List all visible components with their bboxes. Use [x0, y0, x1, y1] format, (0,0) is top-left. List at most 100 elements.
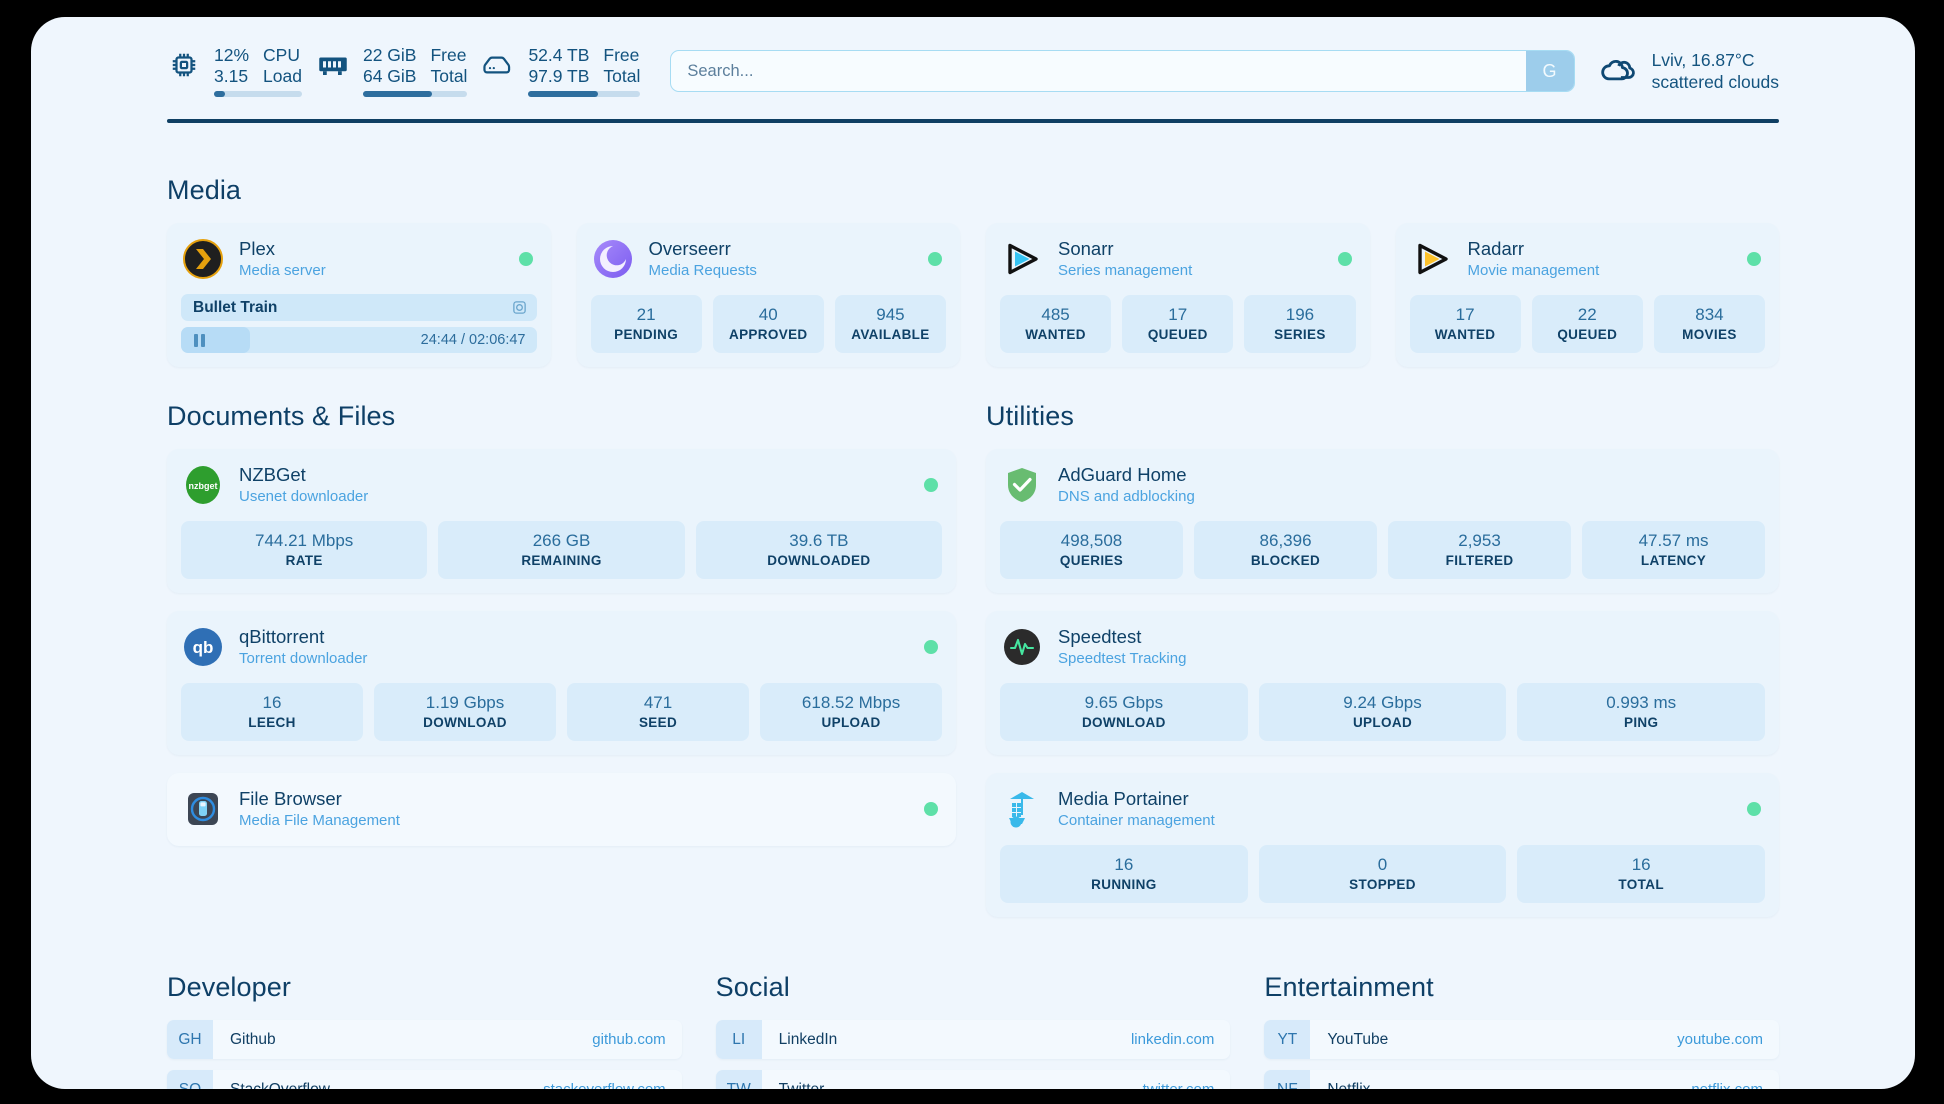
radarr-names: Radarr Movie management	[1468, 238, 1600, 280]
adguard-shield-icon	[1000, 463, 1044, 507]
stat-label: DOWNLOADED	[767, 553, 871, 568]
file-browser-status-dot	[924, 802, 939, 816]
stat-value: 9.24 Gbps	[1343, 693, 1422, 712]
weather-widget[interactable]: Lviv, 16.87°C scattered clouds	[1597, 49, 1779, 93]
service-card-speedtest[interactable]: Speedtest Speedtest Tracking 9.65 Gbps D…	[986, 611, 1779, 755]
plex-progress-bar[interactable]: 24:44 / 02:06:47	[181, 327, 537, 353]
weather-condition: scattered clouds	[1651, 72, 1779, 92]
stat-value: 0.993 ms	[1606, 693, 1677, 712]
stat-label: FILTERED	[1445, 553, 1514, 568]
bookmark-item-stackoverflow[interactable]: SO StackOverflow stackoverflow.com	[167, 1070, 682, 1089]
stat-value: 618.52 Mbps	[801, 693, 901, 712]
service-card-adguard-home[interactable]: AdGuard Home DNS and adblocking 498,508 …	[986, 449, 1779, 593]
service-card-sonarr[interactable]: Sonarr Series management 485 WANTED 17 Q…	[986, 223, 1370, 367]
bookmark-url[interactable]: github.com	[592, 1031, 666, 1048]
bookmark-item-netflix[interactable]: NF Netflix netflix.com	[1264, 1070, 1780, 1089]
bookmark-item-github[interactable]: GH Github github.com	[167, 1020, 682, 1059]
header-divider	[167, 119, 1779, 123]
qbittorrent-stats: 16 LEECH 1.19 Gbps DOWNLOAD 471 SEED 618…	[181, 683, 943, 741]
stat-value: 47.57 ms	[1638, 531, 1709, 550]
speedtest-card-header: Speedtest Speedtest Tracking	[1000, 624, 1765, 670]
nzbget-names: NZBGet Usenet downloader	[239, 464, 368, 506]
plex-time-display: 24:44 / 02:06:47	[420, 332, 526, 348]
service-card-qbittorrent[interactable]: qb qBittorrent Torrent downloader 16 LEE…	[167, 611, 957, 755]
stat-series: 196 SERIES	[1244, 295, 1356, 353]
speedtest-icon	[1000, 625, 1044, 669]
plex-cast-icon[interactable]	[512, 300, 527, 315]
stat-value: 16	[262, 693, 282, 712]
bookmark-abbr: NF	[1264, 1070, 1311, 1089]
adguard-subtitle: DNS and adblocking	[1058, 488, 1195, 505]
portainer-icon	[1000, 787, 1044, 831]
stat-value: 40	[758, 305, 778, 324]
nzbget-subtitle: Usenet downloader	[239, 488, 369, 505]
storage-label-2: Total	[603, 66, 641, 86]
stat-label: RUNNING	[1091, 877, 1157, 892]
search-input[interactable]	[671, 51, 1526, 91]
service-card-radarr[interactable]: Radarr Movie management 17 WANTED 22 QUE…	[1395, 223, 1779, 367]
cpu-label-2: Load	[263, 66, 302, 86]
bookmark-list: YT YouTube youtube.com NF Netflix netfli…	[1264, 1020, 1780, 1089]
cpu-labels: CPU Load	[263, 45, 302, 87]
memory-widget[interactable]: 22 GiB 64 GiB Free Total	[316, 45, 468, 97]
bookmark-url[interactable]: youtube.com	[1677, 1031, 1764, 1048]
bookmark-url[interactable]: twitter.com	[1143, 1081, 1231, 1089]
stat-queries: 498,508 QUERIES	[1000, 521, 1184, 579]
plex-media-title: Bullet Train	[193, 298, 278, 316]
stat-label: REMAINING	[521, 553, 602, 568]
stat-running: 16 RUNNING	[1000, 845, 1248, 903]
overseerr-title: Overseerr	[648, 238, 731, 259]
stat-downloaded: 39.6 TB DOWNLOADED	[695, 521, 943, 579]
service-card-media-portainer[interactable]: Media Portainer Container management 16 …	[986, 773, 1779, 917]
file-browser-icon	[181, 787, 225, 831]
cpu-usage-bar	[214, 91, 302, 97]
plex-now-playing[interactable]: Bullet Train	[181, 294, 537, 321]
cpu-widget[interactable]: 12% 3.15 CPU Load	[167, 45, 302, 97]
bookmark-url[interactable]: netflix.com	[1691, 1081, 1779, 1089]
stat-filtered: 2,953 FILTERED	[1388, 521, 1572, 579]
memory-labels: Free Total	[430, 45, 467, 87]
bookmark-item-twitter[interactable]: TW Twitter twitter.com	[715, 1070, 1231, 1089]
sonarr-names: Sonarr Series management	[1058, 238, 1192, 280]
sonarr-card-header: Sonarr Series management	[1000, 236, 1356, 282]
stat-label: TOTAL	[1618, 877, 1664, 892]
qbittorrent-status-dot	[924, 640, 939, 654]
bookmark-group-developer: Developer GH Github github.com SO StackO…	[167, 972, 682, 1089]
nzbget-icon: nzbget	[181, 463, 225, 507]
stat-value: 471	[643, 693, 673, 712]
nzbget-card-header: nzbget NZBGet Usenet downloader	[181, 462, 942, 508]
disk-icon	[481, 45, 515, 85]
stat-value: 2,953	[1458, 531, 1501, 550]
dashboard-content: 12% 3.15 CPU Load	[31, 17, 1915, 1089]
nzbget-status-dot	[924, 478, 939, 492]
stat-label: PING	[1623, 715, 1659, 730]
storage-widget[interactable]: 52.4 TB 97.9 TB Free Total	[481, 45, 641, 97]
dashboard-window: 12% 3.15 CPU Load	[31, 17, 1915, 1089]
service-card-nzbget[interactable]: nzbget NZBGet Usenet downloader 744.21 M…	[167, 449, 957, 593]
pause-icon[interactable]	[194, 333, 205, 347]
qbittorrent-names: qBittorrent Torrent downloader	[239, 626, 367, 668]
service-card-plex[interactable]: Plex Media server Bullet Train	[167, 223, 551, 367]
search-box[interactable]: G	[670, 50, 1575, 92]
qbittorrent-title: qBittorrent	[239, 626, 325, 647]
stat-blocked: 86,396 BLOCKED	[1194, 521, 1378, 579]
service-card-file-browser[interactable]: File Browser Media File Management	[167, 773, 957, 846]
bookmarks-row: Developer GH Github github.com SO StackO…	[167, 972, 1780, 1089]
stat-remaining: 266 GB REMAINING	[438, 521, 685, 579]
bookmark-item-linkedin[interactable]: LI LinkedIn linkedin.com	[715, 1020, 1231, 1059]
bookmark-item-youtube[interactable]: YT YouTube youtube.com	[1264, 1020, 1780, 1059]
stat-label: MOVIES	[1682, 327, 1737, 342]
portainer-title: Media Portainer	[1058, 788, 1189, 809]
sonarr-subtitle: Series management	[1058, 262, 1193, 279]
storage-total-value: 97.9 TB	[528, 66, 590, 86]
adguard-title: AdGuard Home	[1058, 464, 1187, 485]
storage-label-1: Free	[603, 45, 640, 65]
bookmark-name: StackOverflow	[230, 1080, 330, 1090]
bookmark-url[interactable]: linkedin.com	[1130, 1031, 1215, 1048]
search-engine-button[interactable]: G	[1525, 51, 1574, 91]
service-card-overseerr[interactable]: Overseerr Media Requests 21 PENDING 40 A…	[576, 223, 960, 367]
bookmark-url[interactable]: stackoverflow.com	[543, 1081, 682, 1089]
stat-value: 39.6 TB	[789, 531, 849, 550]
bookmark-abbr: LI	[715, 1020, 762, 1059]
bookmark-list: LI LinkedIn linkedin.com TW Twitter twit…	[715, 1020, 1231, 1089]
